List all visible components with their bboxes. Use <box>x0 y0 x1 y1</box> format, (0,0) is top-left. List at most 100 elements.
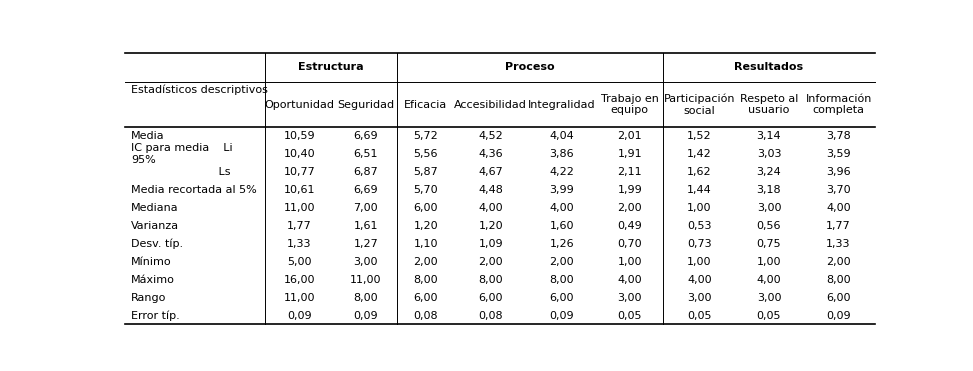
Text: 6,00: 6,00 <box>414 203 438 213</box>
Text: 10,77: 10,77 <box>283 167 315 177</box>
Text: 1,33: 1,33 <box>826 239 850 249</box>
Text: 3,03: 3,03 <box>757 149 781 159</box>
Text: 1,44: 1,44 <box>687 185 712 195</box>
Text: 4,00: 4,00 <box>618 275 642 285</box>
Text: 4,48: 4,48 <box>479 185 503 195</box>
Text: 11,00: 11,00 <box>283 203 315 213</box>
Text: 6,00: 6,00 <box>550 293 574 303</box>
Text: 8,00: 8,00 <box>826 275 850 285</box>
Text: 0,09: 0,09 <box>353 311 378 321</box>
Text: 0,70: 0,70 <box>618 239 642 249</box>
Text: Mediana: Mediana <box>131 203 179 213</box>
Text: 4,36: 4,36 <box>479 149 503 159</box>
Text: Error típ.: Error típ. <box>131 310 180 321</box>
Text: 3,99: 3,99 <box>550 185 574 195</box>
Text: 6,87: 6,87 <box>353 167 378 177</box>
Text: 1,26: 1,26 <box>550 239 574 249</box>
Text: Ls: Ls <box>131 167 231 177</box>
Text: 4,22: 4,22 <box>550 167 574 177</box>
Text: Media recortada al 5%: Media recortada al 5% <box>131 185 257 195</box>
Text: 1,20: 1,20 <box>414 221 438 231</box>
Text: 2,00: 2,00 <box>618 203 642 213</box>
Text: 1,42: 1,42 <box>687 149 712 159</box>
Text: 5,70: 5,70 <box>414 185 438 195</box>
Text: 2,11: 2,11 <box>618 167 642 177</box>
Text: 3,18: 3,18 <box>757 185 781 195</box>
Text: 1,62: 1,62 <box>687 167 711 177</box>
Text: 2,00: 2,00 <box>826 257 850 267</box>
Text: Desv. típ.: Desv. típ. <box>131 239 183 249</box>
Text: 6,69: 6,69 <box>353 185 378 195</box>
Text: 0,09: 0,09 <box>550 311 574 321</box>
Text: 3,00: 3,00 <box>618 293 642 303</box>
Text: 0,56: 0,56 <box>757 221 781 231</box>
Text: 6,00: 6,00 <box>826 293 850 303</box>
Text: 1,20: 1,20 <box>479 221 503 231</box>
Text: 1,99: 1,99 <box>618 185 642 195</box>
Text: 10,59: 10,59 <box>283 131 315 141</box>
Text: Estructura: Estructura <box>298 62 364 72</box>
Text: Proceso: Proceso <box>505 62 555 72</box>
Text: 4,52: 4,52 <box>479 131 503 141</box>
Text: 2,00: 2,00 <box>550 257 574 267</box>
Text: 8,00: 8,00 <box>414 275 438 285</box>
Text: 3,14: 3,14 <box>757 131 781 141</box>
Text: Oportunidad: Oportunidad <box>265 99 335 109</box>
Text: Seguridad: Seguridad <box>338 99 394 109</box>
Text: Accesibilidad: Accesibilidad <box>454 99 527 109</box>
Text: 11,00: 11,00 <box>350 275 381 285</box>
Text: 5,87: 5,87 <box>414 167 438 177</box>
Text: 11,00: 11,00 <box>283 293 315 303</box>
Text: 7,00: 7,00 <box>353 203 378 213</box>
Text: 3,00: 3,00 <box>757 293 781 303</box>
Text: 3,96: 3,96 <box>826 167 850 177</box>
Text: 0,05: 0,05 <box>757 311 781 321</box>
Text: Participación
social: Participación social <box>664 93 736 115</box>
Text: 4,00: 4,00 <box>550 203 574 213</box>
Text: 3,78: 3,78 <box>826 131 851 141</box>
Text: Integralidad: Integralidad <box>528 99 595 109</box>
Text: Resultados: Resultados <box>735 62 804 72</box>
Text: 1,61: 1,61 <box>353 221 378 231</box>
Text: 2,00: 2,00 <box>479 257 503 267</box>
Text: 6,69: 6,69 <box>353 131 378 141</box>
Text: 8,00: 8,00 <box>479 275 503 285</box>
Text: 1,00: 1,00 <box>687 203 711 213</box>
Text: 8,00: 8,00 <box>550 275 574 285</box>
Text: Trabajo en
equipo: Trabajo en equipo <box>601 94 659 115</box>
Text: 0,53: 0,53 <box>687 221 711 231</box>
Text: 6,51: 6,51 <box>353 149 378 159</box>
Text: 16,00: 16,00 <box>283 275 315 285</box>
Text: Rango: Rango <box>131 293 166 303</box>
Text: 1,00: 1,00 <box>618 257 642 267</box>
Text: 5,56: 5,56 <box>414 149 438 159</box>
Text: 0,05: 0,05 <box>687 311 711 321</box>
Text: 0,09: 0,09 <box>287 311 311 321</box>
Text: 6,00: 6,00 <box>479 293 503 303</box>
Text: 10,61: 10,61 <box>283 185 315 195</box>
Text: 0,08: 0,08 <box>479 311 503 321</box>
Text: 1,52: 1,52 <box>687 131 711 141</box>
Text: 3,00: 3,00 <box>687 293 711 303</box>
Text: 3,86: 3,86 <box>550 149 574 159</box>
Text: IC para media    Li
95%: IC para media Li 95% <box>131 144 233 165</box>
Text: 3,24: 3,24 <box>757 167 781 177</box>
Text: Mínimo: Mínimo <box>131 257 171 267</box>
Text: 2,01: 2,01 <box>618 131 642 141</box>
Text: 1,00: 1,00 <box>687 257 711 267</box>
Text: 1,60: 1,60 <box>550 221 574 231</box>
Text: 0,75: 0,75 <box>757 239 781 249</box>
Text: 0,49: 0,49 <box>618 221 642 231</box>
Text: 8,00: 8,00 <box>353 293 378 303</box>
Text: 0,05: 0,05 <box>618 311 642 321</box>
Text: 1,27: 1,27 <box>353 239 378 249</box>
Text: Máximo: Máximo <box>131 275 175 285</box>
Text: Media: Media <box>131 131 164 141</box>
Text: 4,67: 4,67 <box>479 167 503 177</box>
Text: 2,00: 2,00 <box>414 257 438 267</box>
Text: Respeto al
usuario: Respeto al usuario <box>739 94 798 115</box>
Text: 3,00: 3,00 <box>757 203 781 213</box>
Text: 1,77: 1,77 <box>287 221 311 231</box>
Text: 4,00: 4,00 <box>479 203 503 213</box>
Text: Eficacia: Eficacia <box>404 99 448 109</box>
